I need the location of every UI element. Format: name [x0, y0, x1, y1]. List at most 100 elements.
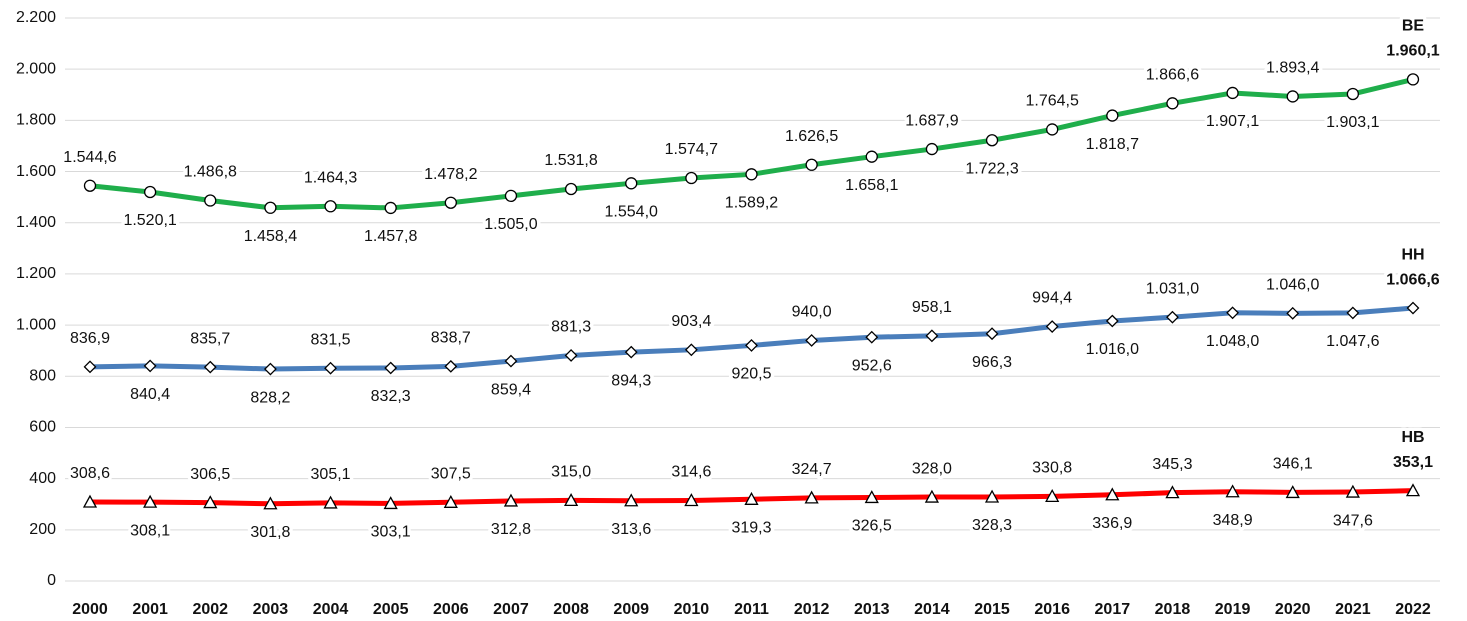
marker: [444, 196, 457, 209]
marker: [1105, 487, 1120, 501]
marker: [1166, 97, 1179, 110]
marker: [384, 201, 397, 215]
series-name: HB: [1401, 429, 1424, 446]
marker: [82, 494, 98, 508]
data-label: 828,2: [250, 389, 290, 406]
marker: [985, 134, 999, 147]
data-label: 353,1: [1393, 454, 1433, 471]
marker: [864, 490, 879, 504]
x-tick-label: 2017: [1095, 601, 1131, 618]
y-tick-label: 1.600: [16, 163, 56, 180]
data-label: 315,0: [551, 464, 591, 481]
marker: [924, 489, 940, 503]
data-label: 1.589,2: [725, 195, 778, 212]
data-label: 1.031,0: [1146, 280, 1199, 297]
data-label: 1.554,0: [605, 204, 658, 221]
y-tick-label: 800: [29, 367, 56, 384]
data-label: 994,4: [1032, 290, 1072, 307]
marker: [1346, 87, 1360, 101]
data-label: 1.457,8: [364, 228, 417, 245]
marker: [1285, 485, 1300, 499]
x-tick-label: 2001: [132, 601, 168, 618]
data-label: 1.574,7: [665, 141, 718, 158]
marker: [1226, 86, 1239, 100]
marker: [1286, 306, 1300, 320]
marker: [83, 179, 97, 192]
data-label: 1.531,8: [544, 152, 597, 169]
marker: [624, 493, 639, 507]
data-label: 881,3: [551, 319, 591, 336]
data-label: 1.687,9: [905, 112, 958, 129]
data-label: 324,7: [792, 461, 832, 478]
data-label: 1.478,2: [424, 166, 477, 183]
data-label: 940,0: [792, 304, 832, 321]
data-label: 836,9: [70, 330, 110, 347]
y-tick-label: 600: [29, 419, 56, 436]
data-label: 308,1: [130, 522, 170, 539]
data-label: 345,3: [1152, 456, 1192, 473]
marker: [143, 494, 158, 508]
data-label: 1.907,1: [1206, 113, 1259, 130]
series-name: BE: [1402, 18, 1425, 35]
data-label: 1.048,0: [1206, 333, 1259, 350]
data-label: 1.505,0: [484, 216, 537, 233]
x-tick-label: 2014: [914, 601, 950, 618]
data-label: 920,5: [731, 366, 771, 383]
data-label: 1.893,4: [1266, 60, 1319, 77]
data-label: 330,8: [1032, 460, 1072, 477]
marker: [685, 171, 698, 185]
x-tick-label: 2000: [72, 601, 108, 618]
marker: [805, 158, 818, 171]
marker: [564, 182, 578, 196]
marker: [204, 194, 217, 207]
marker: [384, 361, 398, 375]
data-label: 308,6: [70, 465, 110, 482]
marker: [865, 150, 878, 163]
marker: [143, 185, 157, 199]
marker: [984, 489, 1000, 503]
marker: [1225, 484, 1240, 498]
data-label: 1.486,8: [184, 164, 237, 181]
y-tick-label: 2.200: [16, 9, 56, 26]
marker: [444, 359, 458, 373]
data-label: 832,3: [371, 388, 411, 405]
data-label: 347,6: [1333, 512, 1373, 529]
data-label: 306,5: [190, 466, 230, 483]
marker: [1406, 73, 1420, 86]
data-label: 903,4: [671, 313, 711, 330]
marker: [1166, 310, 1179, 324]
marker: [1406, 301, 1420, 315]
marker: [1405, 483, 1421, 497]
x-tick-label: 2015: [974, 601, 1010, 618]
marker: [1165, 485, 1180, 499]
data-label: 1.818,7: [1086, 136, 1139, 153]
data-label: 835,7: [190, 330, 230, 347]
data-label: 1.764,5: [1025, 93, 1078, 110]
y-tick-label: 400: [29, 470, 56, 487]
marker: [925, 142, 939, 156]
x-tick-label: 2008: [553, 601, 589, 618]
data-label: 301,8: [250, 524, 290, 541]
data-label: 1.066,6: [1386, 271, 1439, 288]
y-tick-label: 0: [47, 572, 56, 589]
marker: [203, 495, 218, 509]
marker: [1106, 109, 1119, 122]
data-label: 894,3: [611, 372, 651, 389]
marker: [323, 495, 338, 509]
x-tick-label: 2002: [192, 601, 228, 618]
data-label: 1.047,6: [1326, 333, 1379, 350]
x-tick-label: 2011: [734, 601, 769, 618]
marker: [1345, 484, 1360, 498]
y-tick-label: 1.200: [16, 265, 56, 282]
marker: [263, 496, 278, 510]
data-label: 1.866,6: [1146, 67, 1199, 84]
x-tick-label: 2010: [674, 601, 710, 618]
data-label: 966,3: [972, 354, 1012, 371]
data-label: 336,9: [1092, 515, 1132, 532]
data-label: 1.903,1: [1326, 114, 1379, 131]
data-label: 319,3: [731, 520, 771, 537]
x-tick-label: 2009: [613, 601, 649, 618]
marker: [504, 354, 518, 368]
